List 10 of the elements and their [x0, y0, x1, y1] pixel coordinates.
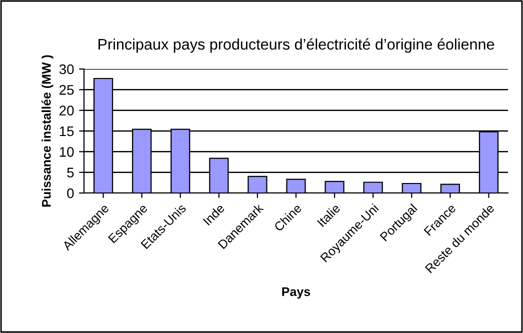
y-tick-label: 30: [59, 64, 74, 74]
x-axis-title: Pays: [282, 287, 310, 299]
chart-title: Principaux pays producteurs d’électricité d’origine éolienne: [98, 38, 494, 53]
y-tick-label: 15: [60, 126, 74, 136]
y-tick-label: 25: [60, 85, 74, 95]
y-tick-label: 10: [60, 147, 74, 157]
y-tick-label: 5: [67, 168, 74, 178]
y-tick-label: 20: [60, 106, 74, 116]
y-axis-title: Puissance installée (MW ): [42, 55, 54, 207]
y-tick-label: 0: [67, 188, 74, 198]
